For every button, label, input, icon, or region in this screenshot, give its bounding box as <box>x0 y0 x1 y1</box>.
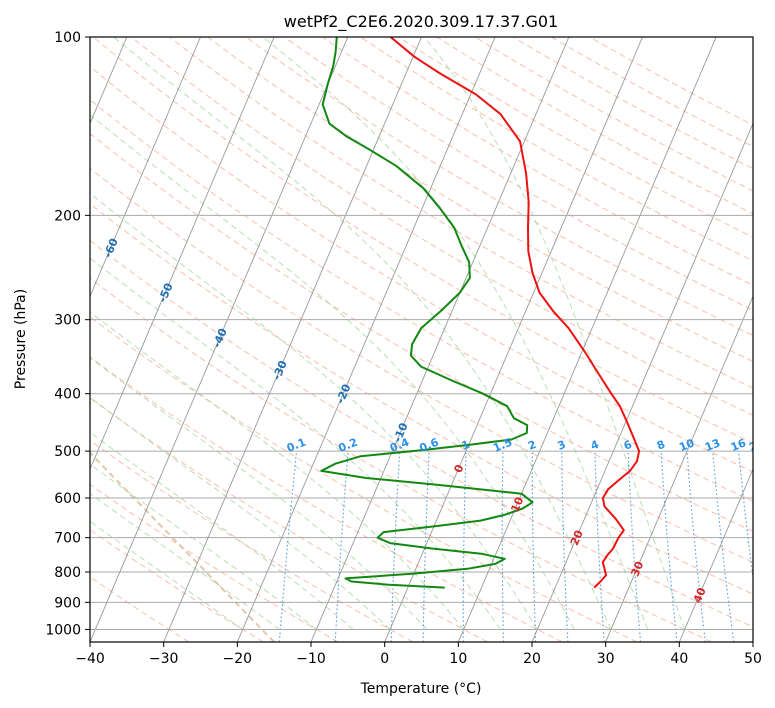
label-layer: -100-90-80-70-60-50-40-30-20-10010203040… <box>101 236 766 605</box>
dry-adiabat <box>92 37 753 444</box>
isotherm-line <box>310 37 570 642</box>
dry-adiabat <box>169 37 753 389</box>
mixing-ratio-label: 13 <box>703 436 722 454</box>
x-tick-label: 50 <box>744 651 762 667</box>
dry-adiabat <box>90 483 339 642</box>
x-tick-label: 10 <box>449 651 467 667</box>
dry-adiabat <box>90 65 753 473</box>
dry-adiabat <box>90 356 563 642</box>
dry-adiabat <box>207 37 753 363</box>
y-axis: 1000 900 800 700 600 500 400 300 200 100 <box>45 30 90 638</box>
temperature-profile-line <box>389 37 641 589</box>
x-axis: −40 −30 −20 −10 0 10 20 30 40 50 <box>75 642 762 667</box>
y-tick-label: 500 <box>54 444 81 460</box>
y-tick-label: 100 <box>54 30 81 46</box>
x-axis-label: Temperature (°C) <box>360 681 482 697</box>
dewpoint-profile-line <box>320 37 534 589</box>
x-tick-label: −40 <box>75 651 105 667</box>
dry-adiabat <box>90 203 753 595</box>
moist-adiabat <box>90 192 538 630</box>
y-tick-label: 1000 <box>45 622 81 638</box>
moist-adiabat <box>262 37 649 630</box>
isotherm-label-warm: 20 <box>568 528 586 547</box>
dry-adiabat <box>131 37 753 416</box>
isotherm-line <box>605 295 753 642</box>
background-lines <box>90 37 753 642</box>
moist-adiabat <box>90 431 354 630</box>
moist-adiabat <box>90 357 428 630</box>
x-tick-label: 30 <box>597 651 615 667</box>
moist-adiabat <box>90 520 243 630</box>
moist-adiabat <box>90 396 391 630</box>
isotherm-line <box>236 37 496 642</box>
dry-adiabat <box>90 316 638 642</box>
x-tick-label: 20 <box>523 651 541 667</box>
isotherm-label-warm: 30 <box>628 559 646 578</box>
y-tick-label: 400 <box>54 387 81 403</box>
dry-adiabat <box>90 167 753 563</box>
mixing-ratio-label: 16 <box>729 436 748 454</box>
mixing-ratio-label: 20 <box>747 436 766 454</box>
mixing-ratio-label: 2 <box>526 438 538 453</box>
mixing-ratio-line <box>686 451 706 642</box>
x-tick-label: 0 <box>380 651 389 667</box>
isotherm-line <box>384 37 643 642</box>
y-tick-label: 600 <box>54 491 81 507</box>
isotherm-label-warm: 40 <box>691 585 709 604</box>
isotherm-line <box>678 467 753 642</box>
mixing-ratio-label: 8 <box>655 438 667 453</box>
x-tick-label: −10 <box>296 651 326 667</box>
isotherm-line <box>90 37 275 471</box>
x-tick-label: 40 <box>670 651 688 667</box>
reference-curve <box>90 451 275 642</box>
y-tick-label: 300 <box>54 313 81 329</box>
moist-adiabat <box>90 311 465 630</box>
mixing-ratio-label: 10 <box>677 436 696 454</box>
chart-title: wetPf2_C2E6.2020.309.17.37.G01 <box>284 12 558 32</box>
mixing-ratio-line <box>738 451 753 581</box>
y-axis-label: Pressure (hPa) <box>13 289 29 389</box>
dry-adiabat <box>90 132 753 532</box>
mixing-ratio-label: 3 <box>556 438 568 453</box>
y-tick-label: 700 <box>54 531 81 547</box>
x-tick-label: −30 <box>149 651 179 667</box>
moist-adiabat <box>90 492 280 630</box>
isotherm-line <box>531 122 753 642</box>
x-tick-label: −20 <box>223 651 253 667</box>
y-tick-label: 900 <box>54 595 81 611</box>
dry-adiabat <box>90 239 753 628</box>
moist-adiabat <box>90 114 575 630</box>
dry-adiabat <box>90 99 753 502</box>
series-layer <box>320 37 641 589</box>
moist-adiabat <box>423 37 686 630</box>
y-tick-label: 200 <box>54 208 81 224</box>
mixing-ratio-label: 1 <box>460 438 472 453</box>
isotherm-line <box>90 37 349 642</box>
isotherm-line <box>457 37 717 642</box>
isotherm-label-warm: 10 <box>508 495 526 514</box>
y-tick-label: 800 <box>54 565 81 581</box>
isotherm-line <box>90 37 201 298</box>
isotherm-line <box>163 37 422 642</box>
plot-frame <box>89 36 754 643</box>
mixing-ratio-line <box>712 451 735 642</box>
